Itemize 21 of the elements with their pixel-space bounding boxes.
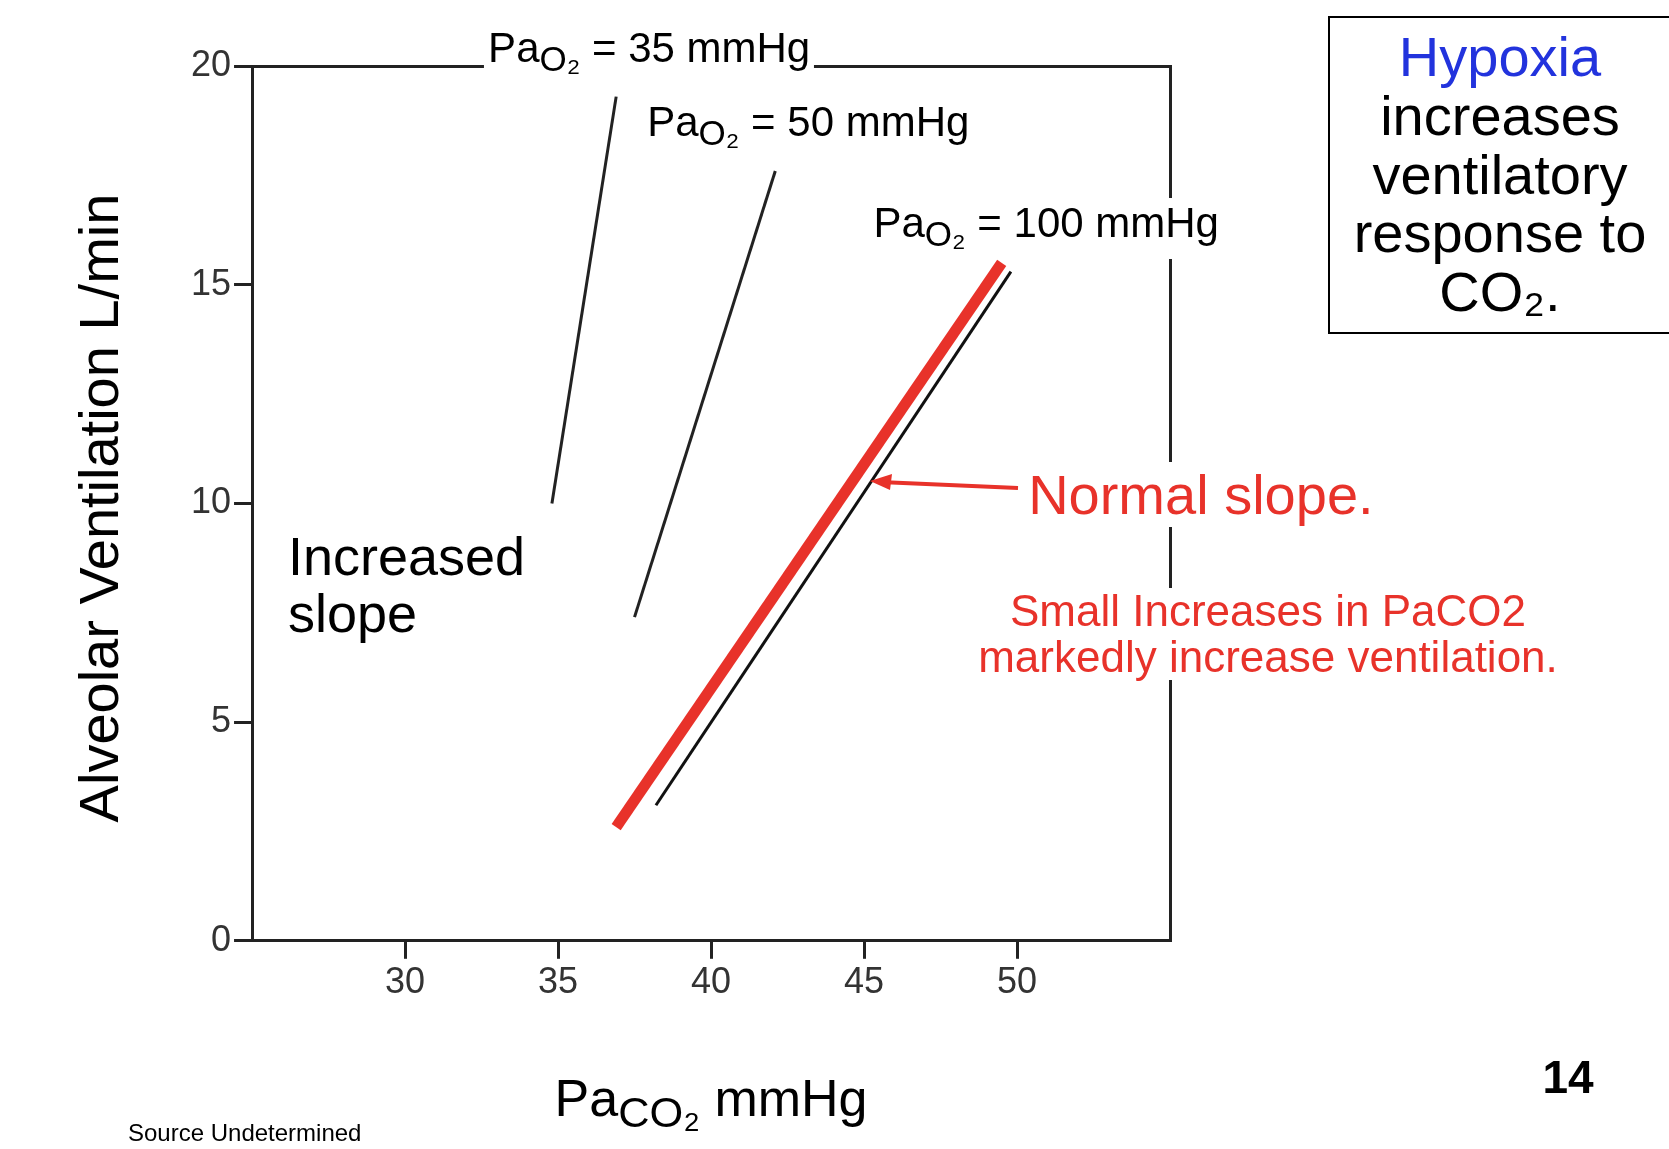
source-note: Source Undetermined [128, 1119, 362, 1146]
x-axis-title: Pa$_{CO₂}$ mmHg [554, 1068, 868, 1138]
text: Hypoxia increases ventilatory response to CO₂. [1353, 25, 1647, 324]
y-tick-label: 0 [211, 917, 232, 959]
x-tick-label: 30 [385, 960, 426, 1002]
y-axis-title: Alveolar Ventilation L/min [65, 193, 131, 823]
y-tick-label: 15 [191, 261, 232, 303]
annotation: Increased slope [288, 526, 526, 643]
annotation: Small Increases in PaCO2 markedly increase ventilation. [978, 586, 1558, 682]
text: 14 [1542, 1051, 1594, 1103]
series-label: Pa$_{O₂}$ = 50 mmHg [643, 96, 974, 159]
x-tick-label: 50 [996, 960, 1038, 1002]
x-tick-label: 45 [843, 960, 885, 1002]
series-label: Pa$_{O₂}$ = 35 mmHg [484, 22, 815, 84]
series-label: Pa$_{O₂}$ = 100 mmHg [869, 197, 1223, 259]
y-tick-label: 20 [191, 42, 232, 84]
x-tick-label: 40 [691, 960, 732, 1002]
annotation: Normal slope. [1022, 461, 1380, 527]
y-tick-label: 10 [191, 480, 232, 522]
x-tick-label: 35 [538, 960, 579, 1002]
y-tick-label: 5 [211, 699, 232, 741]
